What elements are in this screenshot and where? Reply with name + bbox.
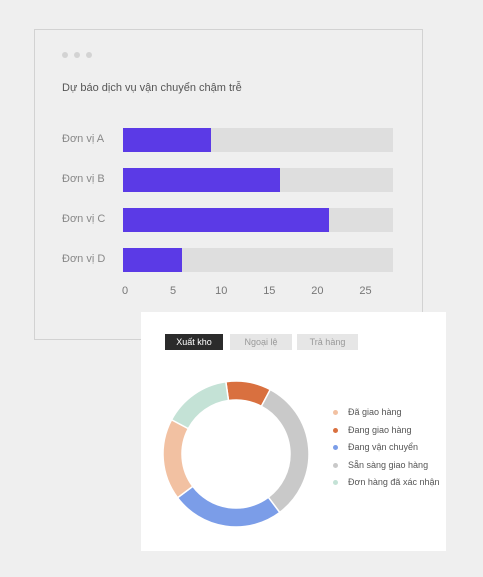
donut-chart — [162, 380, 310, 528]
tab-tra-hang[interactable]: Trả hàng — [297, 334, 358, 350]
tab-ngoai-le[interactable]: Ngoại lệ — [230, 334, 292, 350]
donut-slice — [260, 388, 310, 514]
window-dot — [86, 52, 92, 58]
bar-label: Đơn vị B — [62, 173, 105, 185]
legend-swatch — [333, 480, 338, 485]
legend-swatch — [333, 462, 338, 468]
window-dot — [74, 52, 80, 58]
tab-xuat-kho[interactable]: Xuất kho — [165, 334, 223, 350]
legend-label: Đã giao hàng — [348, 407, 402, 417]
bar — [123, 128, 212, 152]
bar-track — [123, 208, 393, 232]
donut-slice — [170, 380, 230, 430]
legend-swatch — [333, 427, 338, 433]
bar-track — [123, 168, 393, 192]
x-tick-label: 10 — [215, 285, 228, 297]
legend-swatch — [333, 410, 338, 415]
x-tick-label: 0 — [121, 285, 129, 297]
chart-title: Dự báo dịch vụ vận chuyển chậm trễ — [62, 82, 242, 94]
bar — [123, 168, 281, 192]
bar-label: Đơn vị D — [62, 253, 106, 265]
bar — [123, 248, 182, 272]
donut-chart-card: Xuất kho Ngoại lệ Trả hàng Đã giao hàng Đan… — [141, 312, 446, 551]
x-tick-label: 25 — [359, 285, 372, 297]
donut-slice — [162, 418, 194, 499]
legend-label: Đang vận chuyển — [348, 442, 419, 452]
donut-slice — [176, 485, 281, 528]
bar — [123, 208, 330, 232]
bar-label: Đơn vị C — [62, 213, 106, 225]
bar-label: Đơn vị A — [62, 133, 105, 145]
bar-track — [123, 128, 393, 152]
legend-label: Đơn hàng đã xác nhận — [348, 477, 440, 487]
legend-label: Đang giao hàng — [348, 424, 412, 435]
legend-label: Sẵn sàng giao hàng — [348, 459, 429, 470]
x-tick-label: 20 — [311, 285, 324, 297]
x-tick-label: 15 — [263, 285, 276, 297]
window-dot — [62, 52, 68, 58]
x-tick-label: 5 — [170, 285, 177, 297]
bar-chart-card: Dự báo dịch vụ vận chuyển chậm trễ Đơn v… — [34, 29, 423, 340]
bar-track — [123, 248, 393, 272]
legend-swatch — [333, 445, 338, 450]
